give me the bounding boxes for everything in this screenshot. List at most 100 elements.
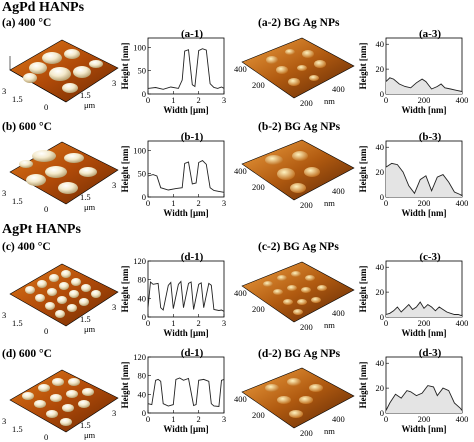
bg-title-b2: (b-2) BG Ag NPs [258, 121, 341, 133]
afm-image-c: 3 1.5 0 1.5 μm 3 [2, 263, 119, 336]
y-tick-label: 80 [138, 371, 147, 381]
x-tick-label: 3 [222, 318, 226, 328]
svg-text:μm: μm [84, 430, 96, 440]
svg-text:1.5: 1.5 [12, 318, 23, 328]
plot-frame [147, 260, 225, 318]
bg-afm-image-c2: 400 200 200 400 nm [234, 261, 355, 332]
condition-label-b: (b) 600 °C [2, 121, 52, 133]
x-tick-label: 2 [197, 95, 201, 105]
x-tick-label: 400 [456, 95, 469, 105]
x-tick-label: 1 [171, 414, 175, 424]
x-tick-label: 3 [222, 95, 226, 105]
x-tick-label: 1 [171, 318, 175, 328]
x-axis-label: Width [nm] [401, 208, 446, 218]
x-tick-label: 2 [197, 318, 201, 328]
x-tick-label: 3 [222, 414, 226, 424]
y-tick-label: 0 [380, 312, 384, 322]
svg-text:200: 200 [300, 200, 313, 210]
panel-label: (a-1) [181, 28, 203, 40]
svg-text:nm: nm [324, 426, 335, 436]
svg-text:200: 200 [252, 80, 265, 90]
svg-text:3: 3 [112, 78, 116, 88]
y-tick-label: 100 [133, 42, 146, 52]
svg-text:3: 3 [2, 310, 6, 320]
y-axis-label: Height [nm] [358, 266, 368, 313]
x-tick-label: 0 [146, 318, 150, 328]
x-axis-label: Width [nm] [401, 105, 446, 115]
series-line [147, 48, 225, 90]
x-tick-label: 200 [418, 198, 431, 208]
condition-label-c: (c) 400 °C [2, 241, 51, 253]
svg-text:3: 3 [112, 180, 116, 190]
svg-text:3: 3 [2, 416, 6, 426]
y-tick-label: 20 [376, 167, 385, 177]
y-axis-label: Height [nm] [120, 43, 130, 90]
x-axis-label: Width [μm] [163, 424, 208, 434]
panel-label: (d-3) [419, 347, 442, 359]
profile-chart-a1: 0 50 100 0 1 2 3 Width [μm] Height [nm] (a-1) [120, 28, 226, 115]
bg-title-a2: (a-2) BG Ag NPs [258, 17, 340, 29]
y-axis-label: Height [nm] [358, 43, 368, 90]
y-tick-label: 40 [376, 358, 385, 368]
x-tick-label: 200 [418, 95, 431, 105]
bg-afm-image-d2: 400 200 200 400 nm [234, 367, 355, 438]
y-tick-label: 120 [133, 352, 146, 362]
svg-text:200: 200 [300, 322, 313, 332]
svg-text:400: 400 [332, 84, 345, 94]
panel-label: (c-3) [419, 251, 441, 263]
x-axis-label: Width [μm] [163, 328, 208, 338]
x-tick-label: 2 [197, 414, 201, 424]
svg-text:μm: μm [84, 324, 96, 334]
y-tick-label: 80 [138, 275, 147, 285]
svg-text:3: 3 [2, 188, 6, 198]
y-tick-label: 0 [142, 408, 146, 418]
svg-text:3: 3 [112, 302, 116, 312]
svg-text:1.5: 1.5 [12, 94, 23, 104]
y-tick-label: 40 [138, 293, 147, 303]
svg-text:μm: μm [84, 202, 96, 212]
afm-image-b: 3 1.5 0 1.5 μm 3 [2, 141, 119, 214]
svg-text:400: 400 [332, 186, 345, 196]
x-tick-label: 400 [456, 414, 469, 424]
x-tick-label: 0 [384, 414, 388, 424]
svg-text:3: 3 [112, 408, 116, 418]
x-tick-label: 0 [384, 95, 388, 105]
x-axis-label: Width [nm] [401, 328, 446, 338]
x-axis-label: Width [nm] [401, 424, 446, 434]
svg-text:1.5: 1.5 [80, 192, 91, 202]
condition-label-a: (a) 400 °C [2, 17, 52, 29]
svg-text:1.5: 1.5 [80, 90, 91, 100]
svg-text:nm: nm [324, 320, 335, 330]
y-tick-label: 40 [138, 389, 147, 399]
y-axis-label: Height [nm] [358, 362, 368, 409]
afm-image-a: 3 1.5 0 1.5 μm 3 [2, 39, 119, 112]
svg-text:1.5: 1.5 [12, 424, 23, 434]
y-tick-label: 100 [133, 145, 146, 155]
svg-text:400: 400 [234, 64, 247, 74]
bg-afm-image-b2: 400 200 200 400 nm [234, 139, 355, 210]
y-tick-label: 50 [138, 169, 147, 179]
x-tick-label: 400 [456, 318, 469, 328]
svg-text:200: 200 [252, 410, 265, 420]
section-title-agpd: AgPd HANPs [2, 0, 85, 15]
series-line [385, 77, 463, 92]
y-axis-label: Height [nm] [120, 146, 130, 193]
profile-chart-b1: 0 50 100 0 1 2 3 Width [μm] Height [nm] (b-1) [120, 131, 226, 218]
y-axis-label: Height [nm] [120, 362, 130, 409]
y-tick-label: 0 [380, 89, 384, 99]
svg-text:400: 400 [234, 288, 247, 298]
svg-text:200: 200 [300, 98, 313, 108]
svg-text:0: 0 [44, 204, 48, 214]
x-axis-label: Width [μm] [163, 208, 208, 218]
x-tick-label: 1 [171, 198, 175, 208]
profile-chart-d1: 0 40 80 120 0 1 2 3 Width [μm] Height [nm] (d-1) [120, 347, 226, 434]
svg-text:nm: nm [324, 198, 335, 208]
x-tick-label: 200 [418, 414, 431, 424]
series-line [385, 385, 463, 411]
svg-text:0: 0 [44, 102, 48, 112]
svg-text:200: 200 [252, 304, 265, 314]
profile-chart-c1: 0 40 80 120 0 1 2 3 Width [μm] Height [nm] (d-1) [120, 251, 226, 338]
series-line [385, 301, 463, 317]
x-tick-label: 200 [418, 318, 431, 328]
